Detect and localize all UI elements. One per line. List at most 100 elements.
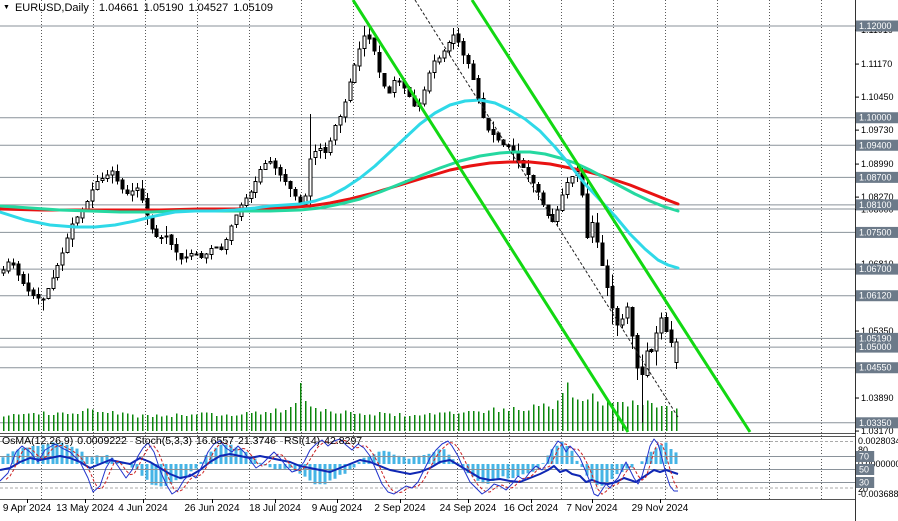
osma-bar bbox=[471, 464, 475, 477]
osma-bar bbox=[268, 464, 272, 468]
price-axis-tick-label: 1.09730 bbox=[861, 125, 894, 135]
osma-bar bbox=[65, 444, 69, 464]
price-level-badge-label: 70 bbox=[859, 452, 869, 462]
symbol-period-label: EURUSD,Daily bbox=[14, 2, 89, 14]
moving-averages bbox=[0, 98, 680, 270]
price-axis-tick-label: 1.10450 bbox=[861, 92, 894, 102]
osma-bar bbox=[605, 464, 609, 483]
osma-bar bbox=[204, 455, 208, 464]
osma-bar bbox=[506, 464, 510, 479]
osma-bar bbox=[51, 442, 55, 464]
osma-bar bbox=[367, 456, 371, 464]
osma-bar bbox=[432, 452, 436, 464]
osma-bar bbox=[273, 464, 277, 470]
osma-bar bbox=[258, 462, 262, 464]
osma-bar bbox=[159, 464, 163, 487]
price-axis-tick-label: 1.03890 bbox=[861, 393, 894, 403]
osma-bar bbox=[377, 451, 381, 464]
osma-bar bbox=[501, 464, 505, 477]
price-level-badge-label: 1.08100 bbox=[859, 200, 892, 210]
osma-bar bbox=[253, 458, 257, 464]
panel-axis-label: -0.0036885 bbox=[858, 489, 898, 499]
price-level-badge bbox=[856, 290, 898, 302]
price-level-badge bbox=[856, 112, 898, 124]
trendlines[interactable] bbox=[351, 0, 752, 433]
osma-bar bbox=[580, 464, 584, 467]
price-level-badge bbox=[856, 464, 875, 475]
osma-bar bbox=[674, 452, 678, 464]
price-level-badge-label: 1.12000 bbox=[859, 21, 892, 31]
price-level-badge bbox=[856, 199, 898, 211]
window-separators[interactable] bbox=[0, 433, 898, 500]
collapse-arrow-icon[interactable]: ▼ bbox=[3, 4, 10, 11]
osma-bar bbox=[645, 456, 649, 464]
trendline-green-lower[interactable] bbox=[470, 0, 752, 433]
osma-bar bbox=[303, 464, 307, 477]
trendline-black-dashed[interactable] bbox=[414, 0, 679, 418]
osma-bar bbox=[620, 464, 624, 473]
price-level-badge-label: 30 bbox=[859, 478, 869, 488]
osma-bar bbox=[625, 464, 629, 469]
price-level-badge-label: 1.10000 bbox=[859, 113, 892, 123]
osma-bar bbox=[392, 454, 396, 464]
price-level-badge bbox=[856, 226, 898, 238]
osma-bar bbox=[575, 460, 579, 464]
osma-bar bbox=[664, 442, 668, 464]
osma-bar bbox=[422, 454, 426, 464]
osma-bar bbox=[308, 464, 312, 481]
chart-title: ▼ EURUSD,Daily 1.04661 1.05190 1.04527 1.0510… bbox=[3, 2, 278, 14]
osma-bar bbox=[283, 464, 287, 469]
price-axis-tick-label: 1.08990 bbox=[861, 159, 894, 169]
ohlc-high: 1.05190 bbox=[143, 2, 184, 14]
osma-bar bbox=[318, 464, 322, 485]
price-level-badge bbox=[856, 417, 898, 429]
osma-bar bbox=[199, 461, 203, 464]
osma-bar bbox=[154, 464, 158, 486]
osma-bar bbox=[382, 450, 386, 464]
price-level-badge bbox=[856, 362, 898, 374]
osma-bar bbox=[397, 455, 401, 464]
osma-bar bbox=[95, 455, 99, 464]
ohlc-low: 1.04527 bbox=[188, 2, 229, 14]
price-level-badge-label: 1.03350 bbox=[859, 418, 892, 428]
price-axis-tick-label: 1.03170 bbox=[861, 426, 894, 436]
osma-bar bbox=[595, 464, 599, 486]
date-label: 24 Sep 2024 bbox=[440, 503, 497, 514]
ohlc-close: 1.05109 bbox=[233, 2, 273, 14]
osma-bar bbox=[412, 456, 416, 464]
osma-bar bbox=[100, 456, 104, 464]
stoch-main-line bbox=[0, 438, 678, 497]
date-label: 9 Aug 2024 bbox=[312, 503, 363, 514]
osma-bar bbox=[402, 456, 406, 464]
osma-bar bbox=[70, 446, 74, 464]
osma-bar bbox=[476, 464, 480, 481]
osma-bar bbox=[531, 464, 535, 472]
osma-bar bbox=[60, 442, 64, 464]
osma-bar bbox=[541, 463, 545, 464]
ohlc-open: 1.04661 bbox=[98, 2, 139, 14]
panel-axis-label: 80 bbox=[858, 445, 868, 455]
time-axis: 9 Apr 2024 13 May 2024 4 Jun 2024 26 Jun 20… bbox=[3, 499, 689, 514]
osma-bar bbox=[288, 464, 292, 468]
price-level-badge-label: 1.06120 bbox=[859, 291, 892, 301]
ma-fast-cyan bbox=[0, 98, 680, 270]
indicator-labels: OsMA(12,26,9) 0.0009222 Stoch(5,3,3) 16.655… bbox=[2, 435, 370, 447]
osma-bar bbox=[546, 455, 550, 464]
osma-bar bbox=[640, 461, 644, 464]
osma-bar bbox=[481, 464, 485, 484]
trendline-green-upper[interactable] bbox=[351, 0, 630, 433]
price-level-badge bbox=[856, 139, 898, 151]
date-label: 7 Nov 2024 bbox=[566, 503, 618, 514]
price-level-badge-label: 1.06700 bbox=[859, 264, 892, 274]
osma-bar bbox=[486, 464, 490, 484]
osma-bar bbox=[135, 464, 139, 470]
price-level-badge bbox=[856, 171, 898, 183]
osma-bar bbox=[6, 453, 10, 464]
osma-bar bbox=[11, 451, 15, 464]
osma-bar bbox=[570, 450, 574, 464]
osma-bar bbox=[333, 464, 337, 479]
candlesticks bbox=[1, 26, 679, 423]
osma-value: 0.0009222 bbox=[77, 435, 127, 447]
